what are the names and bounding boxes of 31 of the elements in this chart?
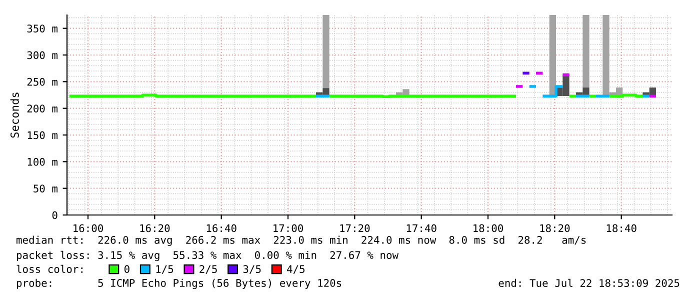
text: probe: 5 ICMP Echo Pings (56 Bytes) every 120s (16, 278, 342, 290)
y-tick-label: 100 m (28, 158, 58, 166)
y-tick-label: 0 (52, 211, 58, 220)
legend-label: 0 (124, 265, 130, 274)
legend-label: 1/5 (156, 265, 174, 274)
y-tick-label: 150 m (28, 131, 58, 140)
bar (582, 15, 590, 88)
x-tick-label: 16:40 (206, 224, 236, 232)
x-tick-label: 17:20 (340, 224, 370, 232)
y-tick-label: 50 m (34, 184, 58, 192)
x-tick-label: 17:00 (274, 224, 304, 232)
x-tick-label: 18:40 (606, 224, 636, 232)
text: packet loss: 3.15 % avg 55.33 % max 0.00 % min 27.67 % now (16, 250, 399, 262)
x-tick-label: 18:00 (474, 224, 504, 232)
y-tick-label: 350 m (27, 24, 58, 32)
legend-title: loss color: (16, 264, 82, 274)
y-tick-label: 200 m (27, 104, 58, 112)
y-tick-label: 300 m (27, 51, 58, 60)
text: median rtt: 226.0 ms avg 266.2 ms max 223.0 ms min 224.0 ms now 8.0 ms sd 28.2 am/s (16, 236, 586, 246)
text: end: Tue Jul 22 18:53:09 2025 (498, 278, 680, 287)
legend-label: 2/5 (200, 265, 217, 274)
bar (322, 15, 330, 88)
legend-label: 4/5 (287, 265, 304, 274)
x-tick-label: 17:40 (406, 224, 436, 232)
y-tick-label: 250 m (27, 78, 58, 86)
bar (549, 15, 556, 96)
y-axis-title: Seconds (10, 92, 19, 138)
x-tick-label: 18:20 (540, 224, 570, 232)
x-tick-label: 16:20 (140, 224, 170, 232)
legend-label: 3/5 (243, 265, 261, 274)
x-tick-label: 16:00 (74, 224, 104, 232)
